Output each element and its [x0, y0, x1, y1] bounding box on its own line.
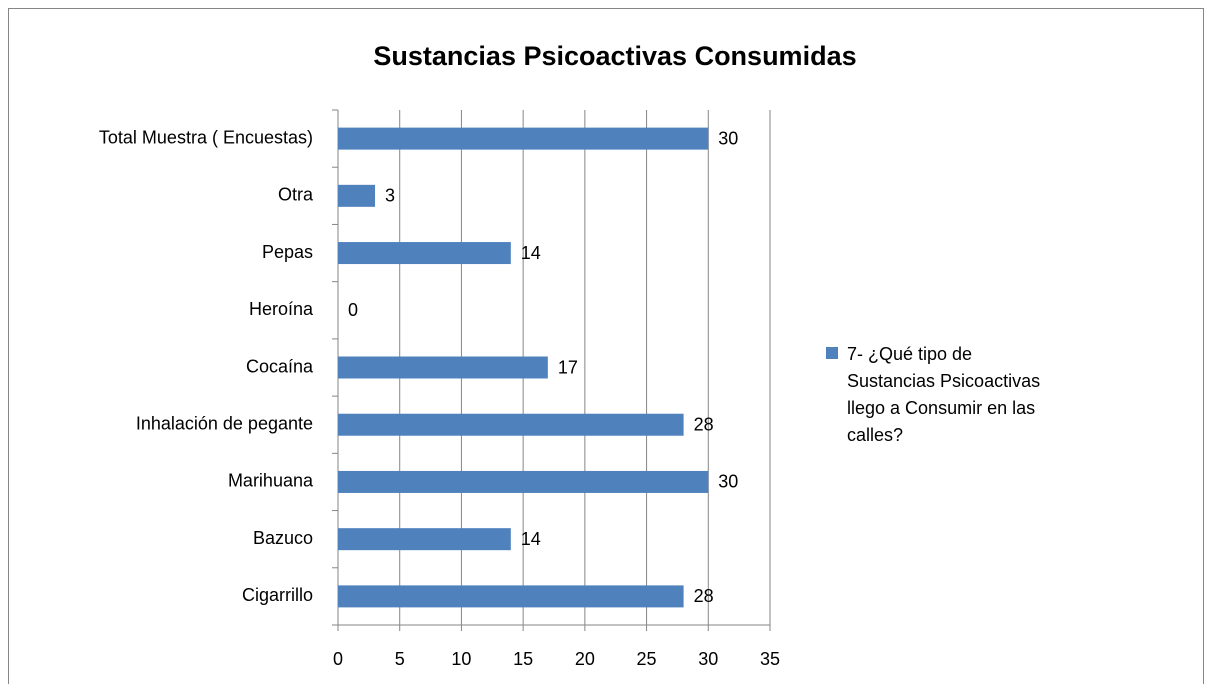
y-tick-label: Bazuco — [253, 528, 313, 548]
y-tick-label: Cigarrillo — [242, 585, 313, 605]
data-label: 0 — [348, 300, 358, 320]
x-tick-label: 15 — [513, 649, 533, 669]
data-label: 30 — [718, 128, 738, 148]
bar — [338, 356, 548, 379]
chart-title: Sustancias Psicoactivas Consumidas — [373, 41, 856, 71]
x-tick-label: 5 — [395, 649, 405, 669]
data-label: 3 — [385, 186, 395, 206]
bar — [338, 528, 511, 551]
x-tick-label: 20 — [575, 649, 595, 669]
y-tick-label: Cocaína — [246, 356, 314, 376]
x-tick-label: 30 — [698, 649, 718, 669]
x-tick-label: 10 — [451, 649, 471, 669]
data-label: 30 — [718, 472, 738, 492]
x-tick-label: 0 — [333, 649, 343, 669]
bar — [338, 585, 684, 608]
legend-swatch — [826, 347, 838, 359]
bar — [338, 127, 709, 150]
y-tick-label: Otra — [278, 185, 314, 205]
y-tick-label: Total Muestra ( Encuestas) — [99, 127, 313, 147]
data-label: 17 — [558, 357, 578, 377]
bar — [338, 184, 376, 207]
bar — [338, 470, 709, 493]
bar — [338, 242, 511, 265]
x-tick-label: 25 — [637, 649, 657, 669]
data-label: 14 — [521, 243, 541, 263]
data-label: 28 — [694, 414, 714, 434]
data-label: 14 — [521, 529, 541, 549]
y-tick-label: Inhalación de pegante — [136, 413, 313, 433]
y-tick-label: Pepas — [262, 242, 313, 262]
y-tick-label: Heroína — [249, 299, 314, 319]
x-tick-label: 35 — [760, 649, 780, 669]
y-tick-label: Marihuana — [228, 471, 314, 491]
chart-border — [8, 8, 1204, 684]
bar — [338, 413, 684, 436]
legend-label: 7- ¿Qué tipo de Sustancias Psicoactivas … — [847, 344, 1041, 445]
data-label: 28 — [694, 586, 714, 606]
